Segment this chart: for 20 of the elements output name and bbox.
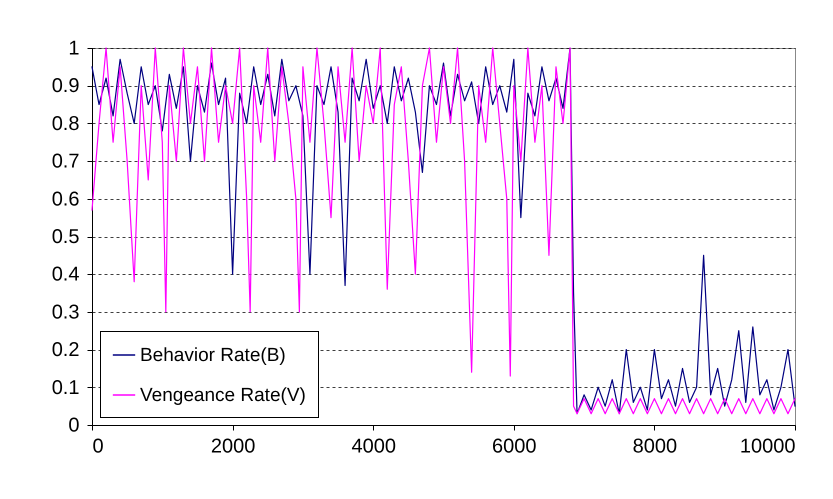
x-tick-label: 10000 — [740, 436, 796, 458]
y-tick-label: 1 — [68, 38, 80, 60]
y-tick-label: 0.7 — [52, 150, 80, 173]
line-series — [91, 47, 796, 414]
y-tick-label: 0.6 — [52, 188, 80, 210]
y-tick-label: 0.8 — [52, 112, 80, 135]
x-tick-label: 2000 — [210, 436, 256, 458]
y-tick-label: 0.2 — [52, 339, 80, 362]
x-tick-label: 8000 — [632, 436, 678, 458]
y-tick-label: 0.5 — [52, 226, 80, 248]
x-tick-label: 0 — [92, 436, 104, 458]
y-tick-label: 0.3 — [52, 301, 80, 324]
y-tick-label: 0.1 — [52, 376, 80, 399]
y-tick-label: 0.9 — [52, 75, 80, 98]
x-tick-label: 4000 — [351, 436, 396, 458]
y-tick-label: 0 — [68, 414, 80, 436]
legend-label: Behavior Rate(B) — [140, 345, 286, 366]
y-tick-label: 0.4 — [52, 264, 80, 286]
legend-label: Vengeance Rate(V) — [140, 385, 306, 406]
x-tick-label: 6000 — [492, 436, 537, 458]
